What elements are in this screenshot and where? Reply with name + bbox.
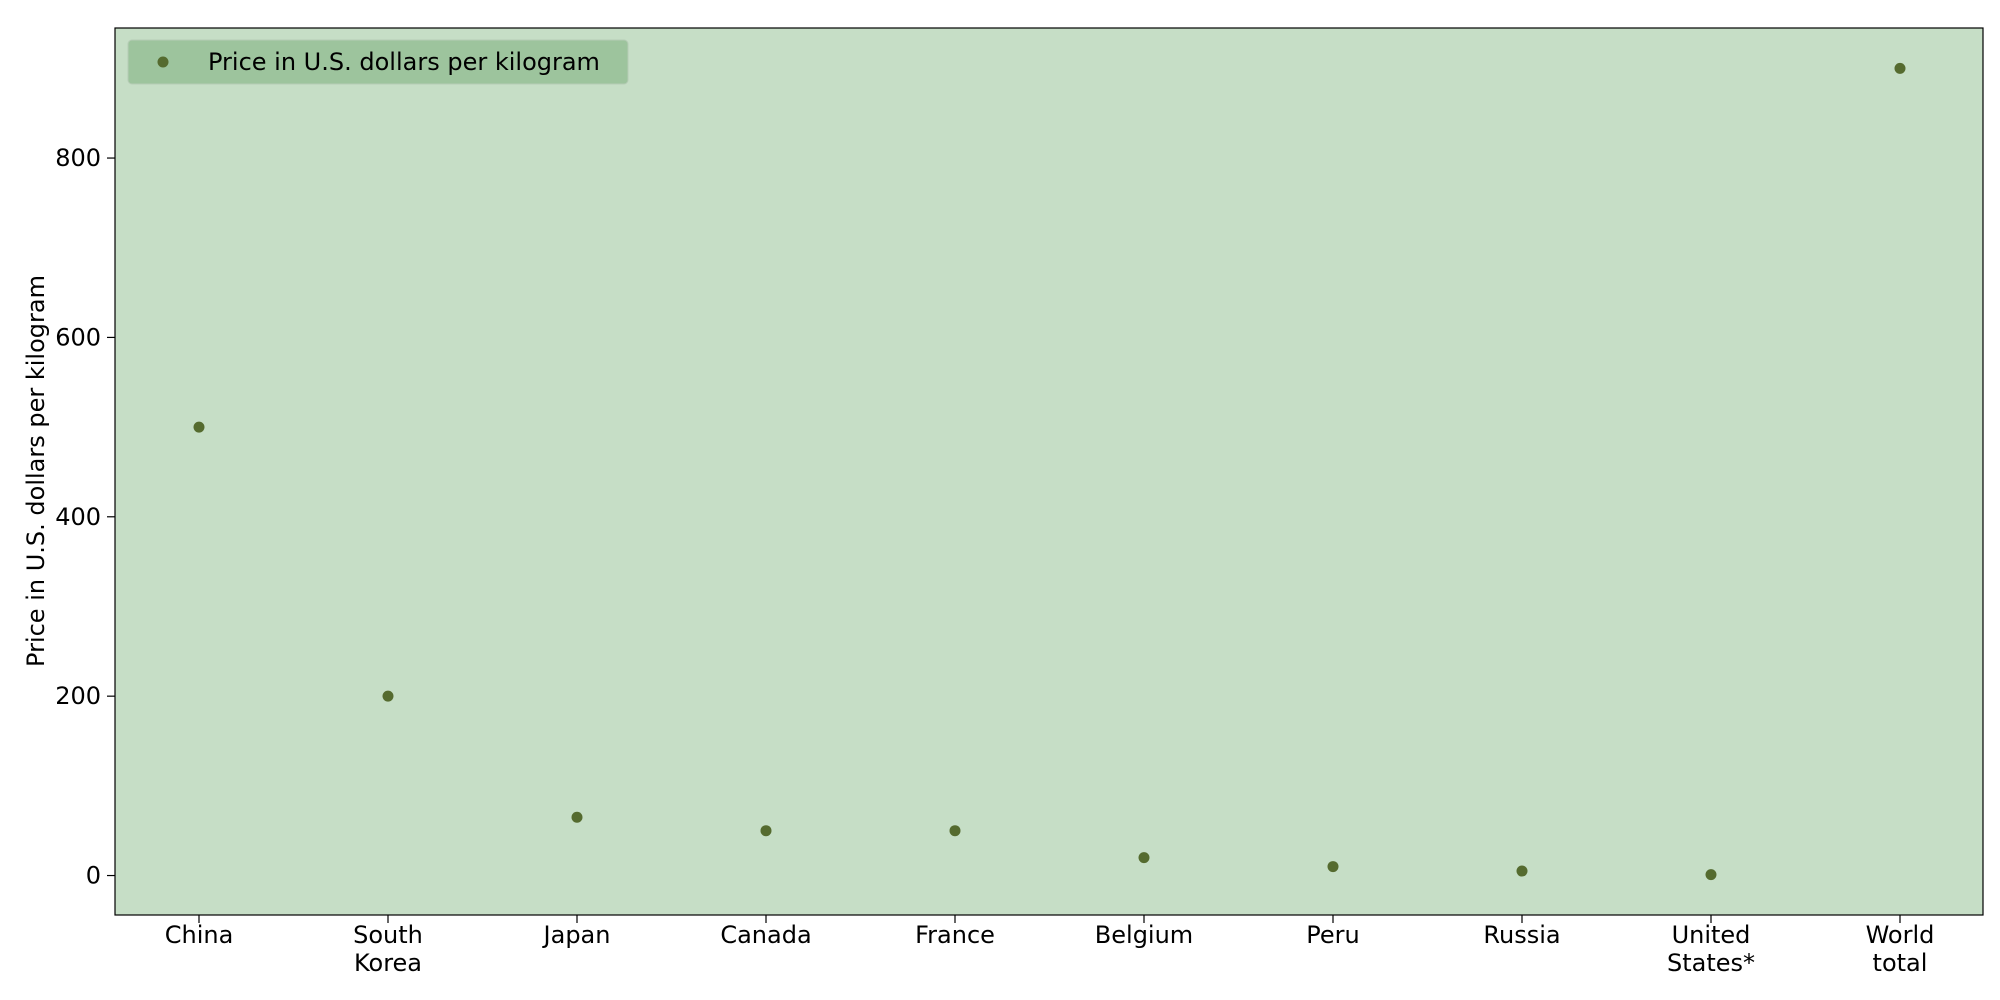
- y-tick-label: 0: [86, 862, 101, 890]
- y-axis: 0 200 400 600 800: [55, 144, 115, 890]
- x-tick-label-line: Russia: [1483, 921, 1560, 949]
- x-tick-label-line: Peru: [1306, 921, 1359, 949]
- data-point: [382, 690, 394, 702]
- x-tick-label: Belgium: [1095, 921, 1193, 949]
- x-tick-label: South Korea: [353, 921, 423, 977]
- data-point: [193, 421, 205, 433]
- x-tick-label: China: [165, 921, 234, 949]
- data-point: [1138, 852, 1150, 864]
- x-tick-label-line: Korea: [354, 949, 422, 977]
- x-tick-label-line: States*: [1667, 949, 1755, 977]
- data-point: [760, 825, 772, 837]
- data-point: [1705, 869, 1717, 881]
- data-point: [1327, 861, 1339, 873]
- data-point: [571, 811, 583, 823]
- x-tick-label-line: total: [1873, 949, 1928, 977]
- y-axis-label: Price in U.S. dollars per kilogram: [22, 275, 50, 667]
- x-tick-label-line: United: [1672, 921, 1751, 949]
- legend-marker: [157, 56, 169, 68]
- x-tick-label-line: Canada: [720, 921, 811, 949]
- x-tick-label: Canada: [720, 921, 811, 949]
- x-tick-label: France: [915, 921, 995, 949]
- x-tick-label: United States*: [1667, 921, 1755, 977]
- y-tick-label: 200: [55, 682, 101, 710]
- x-tick-label: World total: [1866, 921, 1935, 977]
- x-tick-label: Japan: [542, 921, 611, 949]
- x-tick-label-line: Japan: [542, 921, 611, 949]
- legend-label: Price in U.S. dollars per kilogram: [208, 48, 600, 76]
- x-tick-label-line: World: [1866, 921, 1935, 949]
- x-tick-label-line: Belgium: [1095, 921, 1193, 949]
- data-point: [1894, 62, 1906, 74]
- data-point: [949, 825, 961, 837]
- legend-box: [127, 39, 629, 85]
- plot-area: [114, 27, 1984, 916]
- data-point: [1516, 865, 1528, 877]
- y-tick-label: 400: [55, 503, 101, 531]
- data-points: [193, 62, 1906, 881]
- y-tick-label: 800: [55, 144, 101, 172]
- x-tick-label-line: France: [915, 921, 995, 949]
- x-tick-label: Peru: [1306, 921, 1359, 949]
- x-tick-label-line: China: [165, 921, 234, 949]
- legend: Price in U.S. dollars per kilogram: [127, 39, 629, 85]
- y-tick-label: 600: [55, 323, 101, 351]
- x-tick-label: Russia: [1483, 921, 1560, 949]
- x-tick-label-line: South: [353, 921, 423, 949]
- x-axis: China South Korea Japan Canada France Belgium P…: [165, 915, 1935, 977]
